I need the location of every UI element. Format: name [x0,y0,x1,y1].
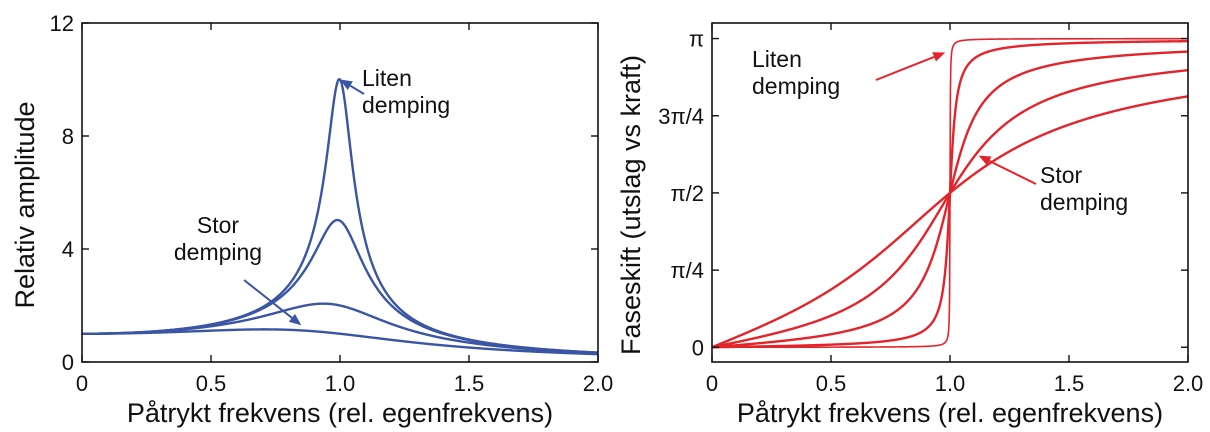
chart-panel-2: 0 0.5 1.0 1.5 2.0 0 π/4 π/2 3π/4 π Påtrykt frekven… [616,22,1204,428]
chart-panel-1: 0 0.5 1.0 1.5 2.0 0 4 8 12 Påtrykt frekvens (rel.… [10,11,613,428]
annotation-arrow-head [340,79,353,90]
annotation-arrow-head [288,313,302,326]
series-line-1 [82,77,598,354]
series-group [82,77,598,356]
annotation-text: Stor [197,212,240,238]
annotation-text: demping [174,239,262,265]
x-tick-label: 1.0 [325,371,356,396]
y-tick-label: 12 [50,11,74,36]
y-axis-label: Relativ amplitude [10,101,40,308]
axes-frame [81,22,599,363]
y-tick-label: π [689,27,704,52]
x-tick-label: 2.0 [1173,371,1204,396]
annotation-arrow-head [932,52,946,62]
annotation-arrow-shaft [349,84,365,95]
y-tick-label: 8 [62,124,74,149]
series-line-4 [82,328,598,356]
x-tick-label: 1.0 [935,371,966,396]
x-tick-label: 0.5 [196,371,227,396]
x-tick-label: 0 [706,371,718,396]
annotation-text: demping [752,73,840,99]
annotation-arrow-shaft [243,279,293,319]
annotation-text: Liten [752,46,802,72]
x-tick-label: 2.0 [583,371,614,396]
y-tick-label: π/4 [670,258,704,283]
y-axis-label: Faseskift (utslag vs kraft) [616,55,646,355]
y-tick-label: 3π/4 [658,104,704,129]
y-tick-label: π/2 [670,181,704,206]
series-line-3 [82,302,598,355]
y-tick-label: 0 [62,350,74,375]
x-tick-label: 1.5 [1054,371,1085,396]
annotation-arrow-shaft [988,160,1037,185]
annotation-text: demping [362,92,450,118]
annotation-arrow-shaft [875,55,935,81]
y-tick-label: 4 [62,237,74,262]
x-axis-label: Påtrykt frekvens (rel. egenfrekvens) [127,398,553,428]
annotation-arrow-head [978,155,992,166]
annotation-text: Stor [1040,162,1083,188]
series-group [712,37,1188,349]
annotation-text: demping [1040,189,1128,215]
series-line-5 [712,95,1188,349]
annotation-text: Liten [362,65,412,91]
y-tick-label: 0 [692,335,704,360]
x-axis-label: Påtrykt frekvens (rel. egenfrekvens) [737,398,1163,428]
x-tick-label: 0.5 [816,371,847,396]
x-tick-label: 0 [76,371,88,396]
x-tick-label: 1.5 [454,371,485,396]
